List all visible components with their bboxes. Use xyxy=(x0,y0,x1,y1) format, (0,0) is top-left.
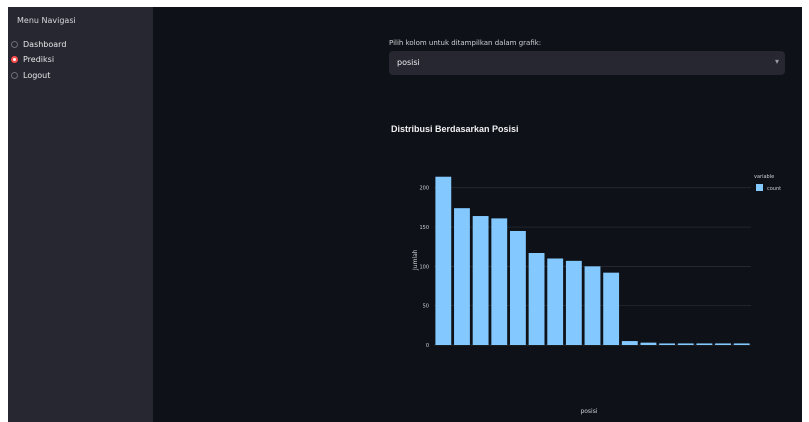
sidebar-title: Menu Navigasi xyxy=(17,16,76,25)
bar[interactable] xyxy=(547,258,564,346)
bar[interactable] xyxy=(584,266,601,345)
y-tick-label: 0 xyxy=(426,343,429,349)
y-tick-label: 50 xyxy=(423,304,429,310)
sidebar: Menu Navigasi Dashboard Prediksi Logout xyxy=(8,7,153,422)
bar[interactable] xyxy=(528,252,545,345)
x-axis-label: posisi xyxy=(580,408,597,415)
bar[interactable] xyxy=(696,343,713,345)
main-content: Pilih kolom untuk ditampilkan dalam graf… xyxy=(153,7,802,422)
select-label: Pilih kolom untuk ditampilkan dalam graf… xyxy=(389,39,542,47)
y-axis-label: Jumlah xyxy=(412,249,419,271)
legend-swatch[interactable] xyxy=(756,184,763,191)
sidebar-item-logout[interactable]: Logout xyxy=(11,69,50,81)
bar[interactable] xyxy=(435,176,452,345)
app-window: Menu Navigasi Dashboard Prediksi Logout … xyxy=(8,7,802,422)
bar[interactable] xyxy=(491,218,508,345)
bar[interactable] xyxy=(603,272,620,345)
sidebar-item-dashboard[interactable]: Dashboard xyxy=(11,38,66,50)
y-tick-label: 200 xyxy=(419,186,429,192)
bar-chart: Distribusi Berdasarkan Posisi 0 50 100 150 2… xyxy=(391,124,781,415)
sidebar-item-label: Prediksi xyxy=(23,54,55,64)
radio-icon[interactable] xyxy=(11,71,18,79)
bar[interactable] xyxy=(509,230,526,345)
chart-title: Distribusi Berdasarkan Posisi xyxy=(391,124,519,134)
y-tick-label: 150 xyxy=(419,225,429,231)
bar[interactable] xyxy=(454,208,470,345)
sidebar-item-label: Dashboard xyxy=(23,39,67,49)
radio-icon[interactable] xyxy=(11,40,18,48)
chevron-down-icon[interactable]: ▾ xyxy=(774,57,779,66)
y-tick-labels: 0 50 100 150 200 xyxy=(419,186,429,349)
sidebar-item-prediksi[interactable]: Prediksi xyxy=(11,53,54,65)
bar[interactable] xyxy=(677,343,694,345)
y-tick-label: 100 xyxy=(419,264,429,270)
bar[interactable] xyxy=(733,343,750,345)
column-select[interactable]: posisi ▾ xyxy=(389,51,785,75)
legend-label: count xyxy=(767,186,781,192)
radio-selected-icon[interactable] xyxy=(11,55,18,63)
bar[interactable] xyxy=(715,343,731,345)
select-value: posisi xyxy=(397,58,420,67)
bar[interactable] xyxy=(621,341,638,345)
bar[interactable] xyxy=(640,342,657,345)
bar[interactable] xyxy=(472,216,489,345)
bar[interactable] xyxy=(659,343,676,345)
bars xyxy=(435,176,750,346)
bar[interactable] xyxy=(565,260,582,345)
legend-title: variable xyxy=(754,174,774,180)
sidebar-item-label: Logout xyxy=(23,70,51,80)
